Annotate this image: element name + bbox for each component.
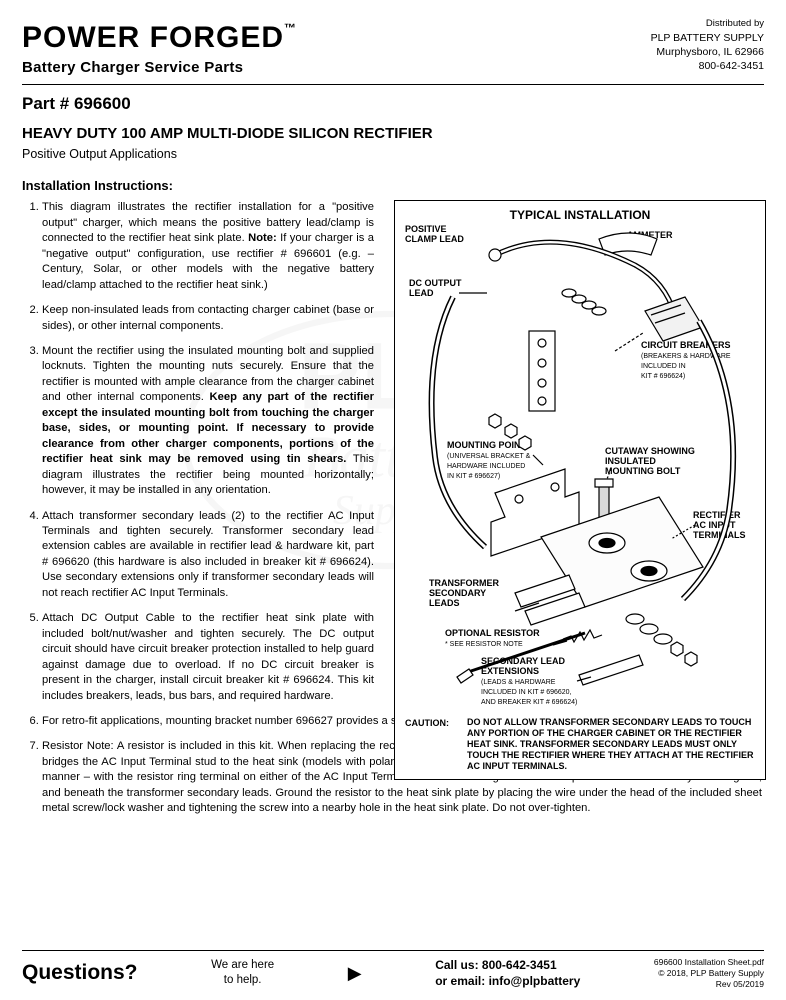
instructions-heading: Installation Instructions:: [22, 177, 764, 195]
email-line: or email: info@plpbattery: [435, 974, 580, 988]
distributor-phone: 800-642-3451: [651, 59, 764, 73]
part-subtitle: Positive Output Applications: [22, 146, 764, 163]
brand-subtitle: Battery Charger Service Parts: [22, 58, 297, 78]
distributed-by-label: Distributed by: [651, 18, 764, 31]
instruction-2: Keep non-insulated leads from contacting…: [42, 303, 374, 334]
instructions-column: This diagram illustrates the rectifier i…: [22, 200, 374, 704]
header-rule: [22, 84, 764, 85]
part-title: HEAVY DUTY 100 AMP MULTI-DIODE SILICON R…: [22, 124, 764, 144]
diagram-illustration: [399, 221, 759, 701]
part-number: Part # 696600: [22, 93, 764, 116]
page-footer: Questions? We are here to help. ▶ Call u…: [22, 950, 764, 990]
content-row: This diagram illustrates the rectifier i…: [22, 200, 764, 704]
brand-block: POWER FORGED™ Battery Charger Service Pa…: [22, 18, 297, 78]
instruction-3: Mount the rectifier using the insulated …: [42, 344, 374, 499]
page-header: POWER FORGED™ Battery Charger Service Pa…: [22, 18, 764, 78]
caution-text: DO NOT ALLOW TRANSFORMER SECONDARY LEADS…: [467, 717, 755, 771]
trademark: ™: [284, 21, 297, 35]
diagram-caution: CAUTION: DO NOT ALLOW TRANSFORMER SECOND…: [405, 717, 755, 771]
phone-line: Call us: 800-642-3451: [435, 958, 556, 972]
arrow-icon: ▶: [348, 961, 362, 985]
instruction-5: Attach DC Output Cable to the rectifier …: [42, 611, 374, 704]
brand-name: POWER FORGED™: [22, 18, 297, 59]
caution-label: CAUTION:: [405, 717, 467, 771]
instructions-list: This diagram illustrates the rectifier i…: [22, 200, 374, 704]
distributor-name: PLP BATTERY SUPPLY: [651, 31, 764, 45]
contact-block: Call us: 800-642-3451 or email: info@plp…: [435, 957, 580, 989]
questions-heading: Questions?: [22, 959, 138, 987]
instruction-1: This diagram illustrates the rectifier i…: [42, 200, 374, 293]
help-text: We are here to help.: [211, 958, 274, 988]
brand-text: POWER FORGED: [22, 21, 284, 54]
footer-meta: 696600 Installation Sheet.pdf © 2018, PL…: [654, 957, 764, 990]
distributor-block: Distributed by PLP BATTERY SUPPLY Murphy…: [651, 18, 764, 73]
installation-diagram: TYPICAL INSTALLATION POSITIVE CLAMP LEAD…: [394, 200, 766, 780]
distributor-city: Murphysboro, IL 62966: [651, 45, 764, 59]
instruction-4: Attach transformer secondary leads (2) t…: [42, 509, 374, 602]
